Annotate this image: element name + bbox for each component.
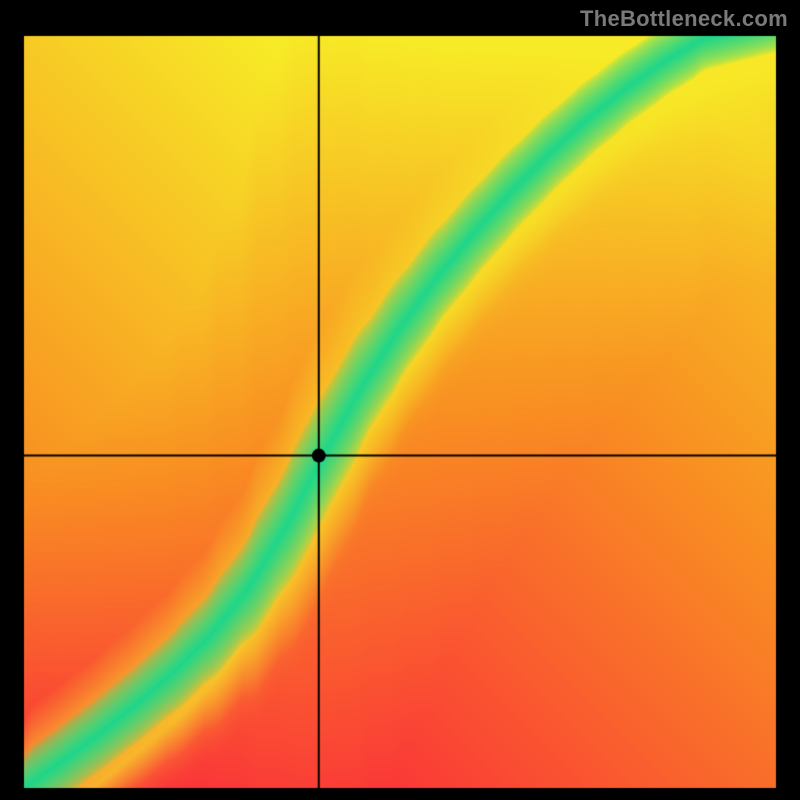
bottleneck-heatmap-canvas <box>0 0 800 800</box>
chart-container: TheBottleneck.com <box>0 0 800 800</box>
watermark-text: TheBottleneck.com <box>580 6 788 32</box>
